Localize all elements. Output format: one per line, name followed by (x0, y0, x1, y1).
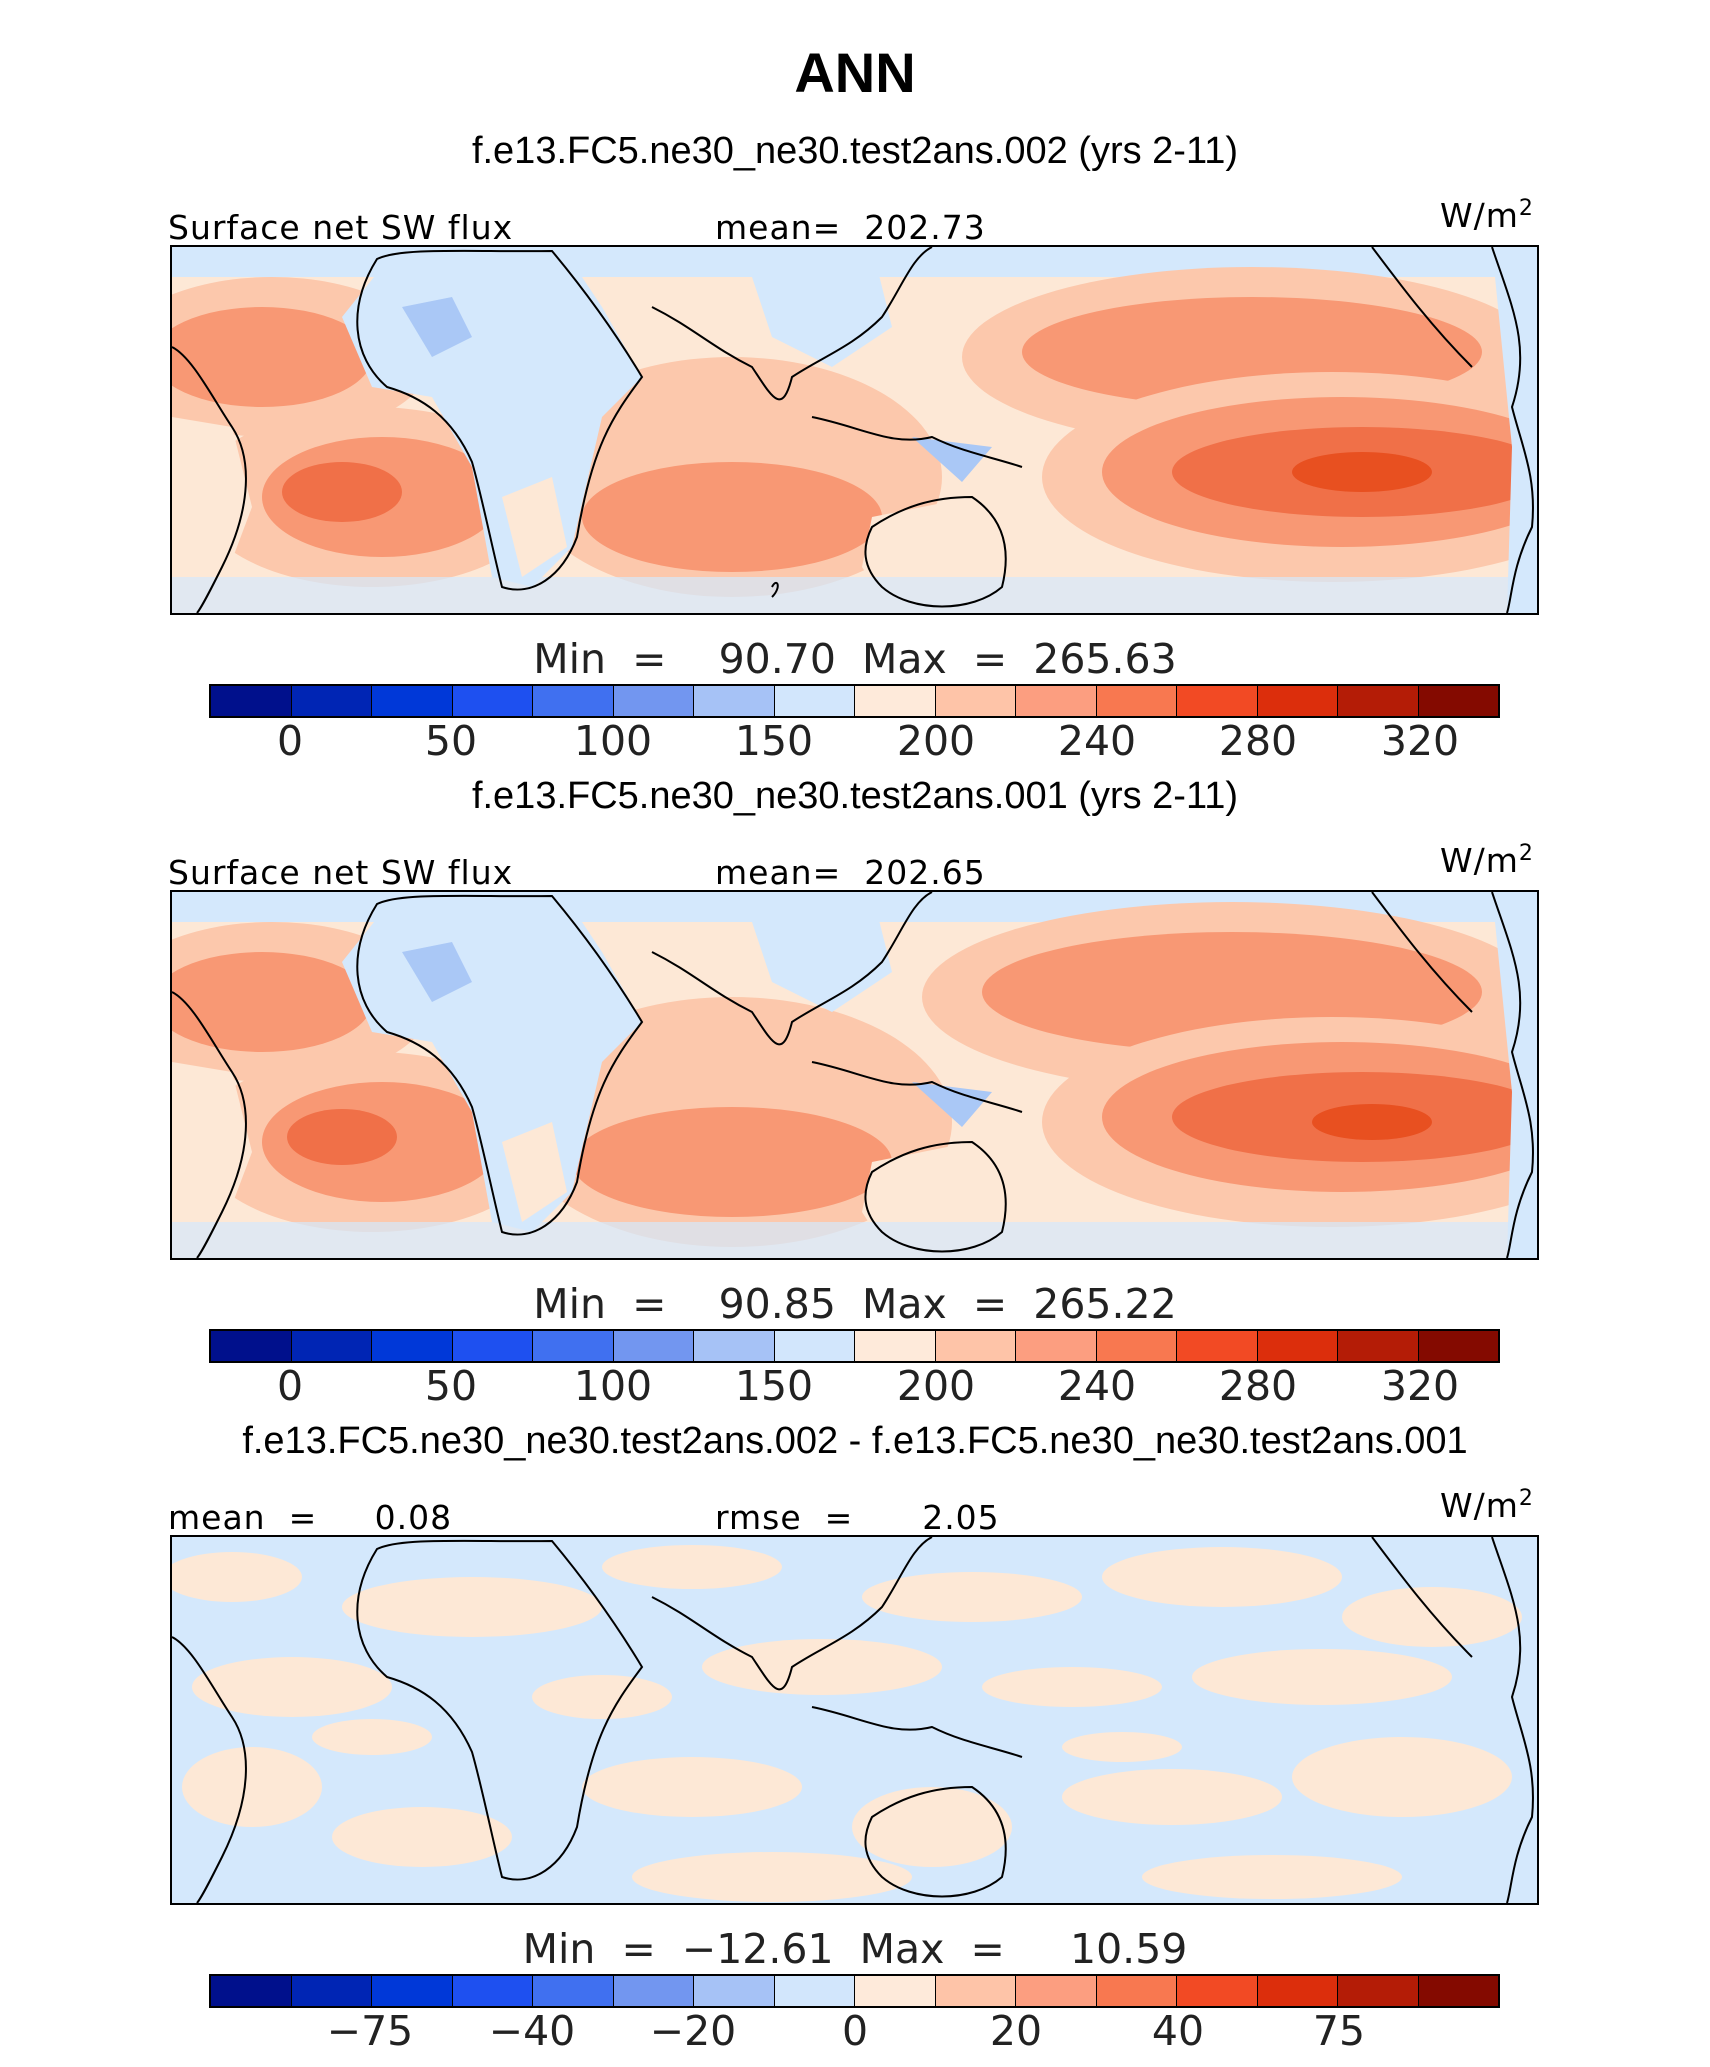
color-swatch (694, 1331, 775, 1361)
color-swatch (1096, 686, 1177, 716)
panel2-tick: 240 (1057, 1362, 1137, 1410)
panel1-tick: 50 (424, 717, 478, 765)
panel3-tick: 75 (1312, 2007, 1366, 2055)
panel2-tick: 150 (734, 1362, 814, 1410)
color-swatch (855, 1331, 936, 1361)
color-swatch (533, 1976, 614, 2006)
panel1-tick: 100 (573, 717, 653, 765)
color-swatch (1257, 1331, 1338, 1361)
color-swatch (774, 1331, 855, 1361)
color-swatch (1418, 1331, 1498, 1361)
color-swatch (1016, 1976, 1097, 2006)
color-swatch (211, 686, 292, 716)
color-swatch (855, 1976, 936, 2006)
panel2-colorbar (209, 1329, 1500, 1363)
color-swatch (291, 1976, 372, 2006)
color-swatch (855, 686, 936, 716)
color-swatch (1177, 686, 1258, 716)
color-swatch (935, 686, 1016, 716)
panel1-stats: Min = 90.70 Max = 265.63 (533, 635, 1177, 683)
color-swatch (1016, 686, 1097, 716)
panel2-variable-label: Surface net SW flux (168, 853, 514, 892)
color-swatch (452, 1331, 533, 1361)
panel1-map (170, 245, 1539, 615)
panel2-tick: 280 (1218, 1362, 1298, 1410)
panel1-run-title: f.e13.FC5.ne30_ne30.test2ans.002 (yrs 2-… (471, 130, 1239, 172)
panel2-map-field (172, 892, 1537, 1258)
panel2-units: W/m2 (1440, 841, 1534, 880)
color-swatch (1096, 1331, 1177, 1361)
panel3-tick: −40 (488, 2007, 576, 2055)
color-swatch (452, 686, 533, 716)
color-swatch (1338, 1331, 1419, 1361)
color-swatch (1177, 1331, 1258, 1361)
color-swatch (372, 686, 453, 716)
panel3-units: W/m2 (1440, 1486, 1534, 1525)
color-swatch (935, 1331, 1016, 1361)
color-swatch (694, 686, 775, 716)
color-swatch (372, 1331, 453, 1361)
panel2-mean-label: mean= 202.65 (715, 853, 986, 892)
panel3-stats: Min = −12.61 Max = 10.59 (522, 1925, 1188, 1973)
color-swatch (291, 686, 372, 716)
color-swatch (1257, 686, 1338, 716)
color-swatch (1177, 1976, 1258, 2006)
panel1-units: W/m2 (1440, 196, 1534, 235)
panel2-stats: Min = 90.85 Max = 265.22 (533, 1280, 1177, 1328)
panel1-map-field (172, 247, 1537, 613)
panel1-mean-label: mean= 202.73 (715, 208, 986, 247)
color-swatch (935, 1976, 1016, 2006)
panel2-tick: 100 (573, 1362, 653, 1410)
panel1-colorbar (209, 684, 1500, 718)
panel2-tick: 320 (1380, 1362, 1460, 1410)
color-swatch (613, 1976, 694, 2006)
panel1-tick: 0 (276, 717, 304, 765)
panel2-tick: 50 (424, 1362, 478, 1410)
panel3-tick: 40 (1151, 2007, 1205, 2055)
color-swatch (211, 1976, 292, 2006)
color-swatch (291, 1331, 372, 1361)
color-swatch (1418, 686, 1498, 716)
color-swatch (774, 686, 855, 716)
color-swatch (613, 1331, 694, 1361)
color-swatch (372, 1976, 453, 2006)
panel2-tick: 0 (276, 1362, 304, 1410)
panel1-tick: 150 (734, 717, 814, 765)
panel3-tick: −20 (649, 2007, 737, 2055)
color-swatch (452, 1976, 533, 2006)
color-swatch (1016, 1331, 1097, 1361)
color-swatch (533, 1331, 614, 1361)
color-swatch (1257, 1976, 1338, 2006)
panel1-tick: 200 (896, 717, 976, 765)
color-swatch (1338, 686, 1419, 716)
color-swatch (1338, 1976, 1419, 2006)
color-swatch (694, 1976, 775, 2006)
panel3-tick: −75 (326, 2007, 414, 2055)
color-swatch (1418, 1976, 1498, 2006)
color-swatch (211, 1331, 292, 1361)
panel2-map (170, 890, 1539, 1260)
panel3-colorbar (209, 1974, 1500, 2008)
panel3-rmse-label: rmse = 2.05 (715, 1498, 1000, 1537)
panel1-tick: 240 (1057, 717, 1137, 765)
color-swatch (1096, 1976, 1177, 2006)
panel3-map (170, 1535, 1539, 1905)
panel3-run-title: f.e13.FC5.ne30_ne30.test2ans.002 - f.e13… (242, 1420, 1468, 1462)
color-swatch (533, 686, 614, 716)
panel2-tick: 200 (896, 1362, 976, 1410)
panel2-run-title: f.e13.FC5.ne30_ne30.test2ans.001 (yrs 2-… (471, 775, 1239, 817)
color-swatch (774, 1976, 855, 2006)
panel3-mean-label: mean = 0.08 (168, 1498, 453, 1537)
panel1-tick: 280 (1218, 717, 1298, 765)
panel3-map-field (172, 1537, 1537, 1903)
panel1-variable-label: Surface net SW flux (168, 208, 514, 247)
panel3-tick: 0 (841, 2007, 869, 2055)
panel3-tick: 20 (989, 2007, 1043, 2055)
color-swatch (613, 686, 694, 716)
panel1-tick: 320 (1380, 717, 1460, 765)
main-title: ANN (794, 41, 916, 104)
